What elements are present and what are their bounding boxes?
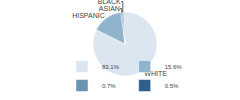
svg-text:83.1%: 83.1% [102, 64, 120, 70]
svg-text:0.7%: 0.7% [102, 83, 116, 89]
svg-text:BLACK: BLACK [98, 0, 121, 5]
svg-text:WHITE: WHITE [144, 69, 167, 77]
svg-text:ASIAN: ASIAN [99, 5, 120, 12]
svg-text:15.6%: 15.6% [165, 64, 183, 70]
svg-text:0.5%: 0.5% [165, 83, 179, 89]
svg-text:HISPANIC: HISPANIC [72, 12, 105, 19]
